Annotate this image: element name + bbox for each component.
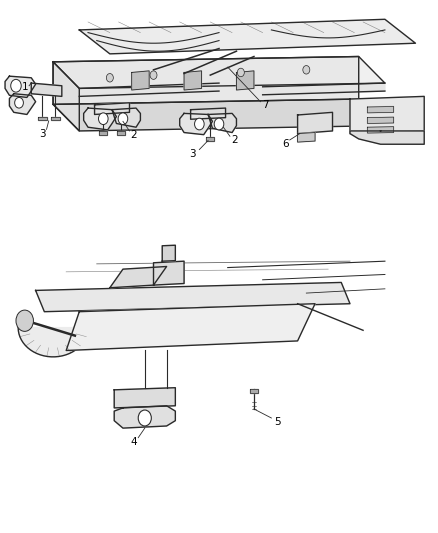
Circle shape: [303, 66, 310, 74]
Circle shape: [194, 118, 204, 130]
Polygon shape: [53, 99, 385, 131]
Polygon shape: [367, 117, 394, 124]
Polygon shape: [114, 387, 175, 408]
Polygon shape: [180, 114, 212, 135]
Circle shape: [150, 71, 157, 79]
Polygon shape: [10, 94, 35, 115]
Text: 5: 5: [274, 417, 280, 427]
Polygon shape: [66, 304, 315, 351]
Polygon shape: [95, 103, 130, 115]
Polygon shape: [297, 133, 315, 142]
Circle shape: [16, 310, 33, 332]
Text: 3: 3: [190, 149, 196, 159]
Text: 6: 6: [282, 139, 289, 149]
Polygon shape: [132, 71, 149, 90]
Polygon shape: [35, 282, 350, 312]
Polygon shape: [153, 261, 184, 285]
Polygon shape: [31, 83, 62, 96]
Polygon shape: [112, 108, 141, 127]
Polygon shape: [18, 328, 88, 357]
Polygon shape: [237, 71, 254, 90]
Polygon shape: [162, 245, 175, 261]
Text: 3: 3: [39, 128, 46, 139]
Circle shape: [14, 98, 23, 108]
Polygon shape: [53, 56, 385, 88]
Polygon shape: [53, 56, 359, 104]
Polygon shape: [110, 266, 166, 288]
Text: 2: 2: [231, 135, 237, 145]
Polygon shape: [367, 107, 394, 113]
Polygon shape: [38, 117, 46, 120]
Polygon shape: [184, 71, 201, 90]
Polygon shape: [206, 137, 214, 141]
Circle shape: [11, 79, 21, 92]
Polygon shape: [51, 117, 60, 120]
Polygon shape: [297, 112, 332, 134]
Text: 1: 1: [21, 82, 28, 92]
Polygon shape: [350, 131, 424, 144]
Circle shape: [138, 410, 151, 426]
Polygon shape: [53, 62, 79, 131]
Polygon shape: [84, 108, 117, 130]
Text: 2: 2: [131, 130, 137, 140]
Circle shape: [99, 113, 108, 125]
Polygon shape: [191, 108, 226, 119]
Polygon shape: [367, 127, 394, 133]
Polygon shape: [208, 114, 237, 133]
Polygon shape: [5, 76, 35, 98]
Circle shape: [237, 68, 244, 77]
Polygon shape: [99, 132, 107, 135]
Polygon shape: [350, 96, 424, 134]
Polygon shape: [79, 83, 219, 96]
Polygon shape: [79, 19, 416, 54]
Text: 4: 4: [131, 437, 137, 447]
Polygon shape: [114, 406, 175, 428]
Circle shape: [214, 118, 224, 130]
Circle shape: [106, 74, 113, 82]
Polygon shape: [117, 132, 125, 135]
Circle shape: [118, 113, 128, 125]
Polygon shape: [250, 389, 258, 393]
Text: 7: 7: [262, 100, 269, 110]
Polygon shape: [263, 83, 385, 95]
